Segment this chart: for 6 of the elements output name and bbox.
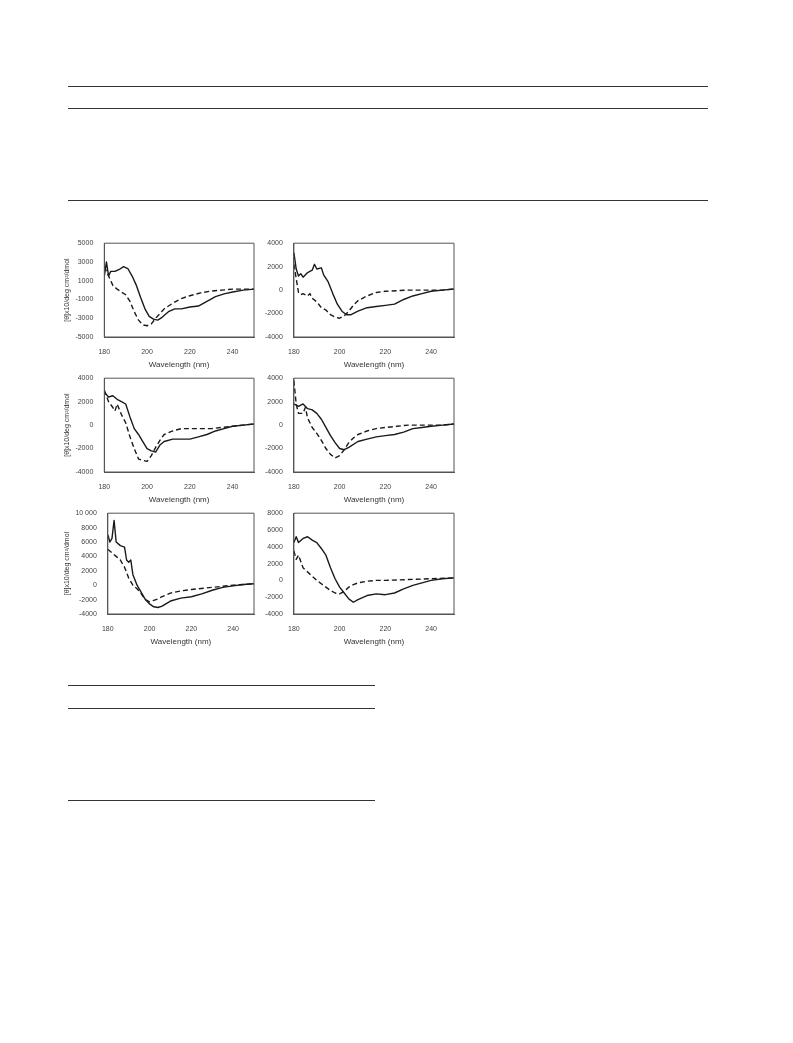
x-axis-title: Wavelength (nm): [343, 495, 405, 505]
x-axis-title: Wavelength (nm): [150, 637, 212, 647]
x-axis-title: Wavelength (nm): [148, 360, 210, 370]
x-axis-title: Wavelength (nm): [343, 637, 405, 647]
x-axis-title: Wavelength (nm): [343, 360, 405, 370]
x-axis-title: Wavelength (nm): [148, 495, 210, 505]
